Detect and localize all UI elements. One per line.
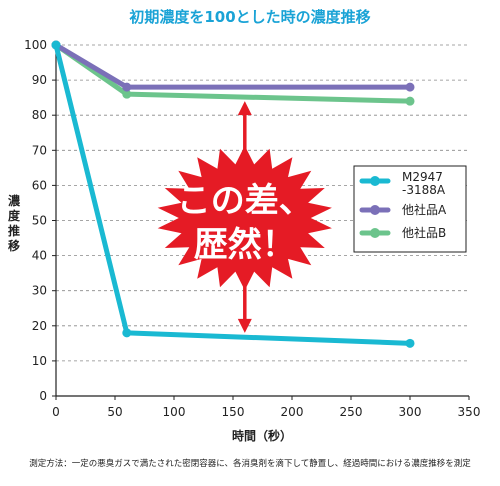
legend-marker-2 (370, 228, 380, 238)
legend: M2947 -3188A 他社品A 他社品B (353, 165, 467, 253)
x-tick-label-0: 0 (52, 405, 60, 419)
x-tick-label-100: 100 (163, 405, 186, 419)
legend-marker-0 (370, 176, 380, 186)
legend-label-0: M2947 -3188A (402, 170, 446, 197)
x-tick-label-350: 350 (458, 405, 481, 419)
y-tick-label-60: 60 (32, 178, 47, 192)
x-axis-title: 時間（秒） (232, 428, 292, 443)
series-1-point-2 (405, 82, 415, 92)
y-axis-title: 濃度推移 (8, 193, 21, 253)
x-tick-label-200: 200 (281, 405, 304, 419)
burst-text-line-0: この差、 (177, 181, 313, 221)
series-2-point-1 (122, 89, 132, 99)
y-tick-label-50: 50 (32, 214, 47, 228)
y-tick-label-90: 90 (32, 73, 47, 87)
y-tick-labels: 0 10 20 30 40 50 60 70 80 90 100 (24, 38, 47, 403)
chart-title: 初期濃度を100とした時の濃度推移 (129, 8, 370, 26)
x-tick-label-150: 150 (222, 405, 245, 419)
arrow-head-down (237, 318, 252, 333)
series-line-2 (53, 42, 413, 104)
series-1-point-1 (122, 82, 132, 92)
series-0-point-0 (51, 40, 61, 50)
y-tick-label-30: 30 (32, 284, 47, 298)
legend-marker-1 (370, 205, 380, 215)
series-0-point-2 (405, 338, 415, 348)
burst-text-line-1: 歴然！ (194, 225, 296, 265)
x-tick-label-300: 300 (399, 405, 422, 419)
difference-annotation: この差、歴然！ (157, 101, 332, 333)
y-tick-label-20: 20 (32, 319, 47, 333)
arrow-head-up (237, 101, 252, 116)
y-tick-label-70: 70 (32, 143, 47, 157)
series-2-point-2 (405, 96, 415, 106)
x-tick-label-50: 50 (107, 405, 122, 419)
legend-label-1: 他社品A (402, 202, 447, 217)
x-tick-label-250: 250 (340, 405, 363, 419)
y-tick-label-100: 100 (24, 38, 47, 52)
starburst-shape (157, 145, 332, 291)
series-lines (51, 40, 415, 348)
y-tick-label-0: 0 (39, 389, 47, 403)
y-tick-label-10: 10 (32, 354, 47, 368)
y-tick-label-80: 80 (32, 108, 47, 122)
footnote: 測定方法：一定の悪臭ガスで満たされた密閉容器に、各消臭剤を滴下して静置し、経過時… (29, 458, 471, 469)
x-tick-labels: 0 50 100 150 200 250 300 350 (52, 405, 480, 419)
y-tick-label-40: 40 (32, 249, 47, 263)
series-0-point-1 (122, 328, 132, 338)
legend-label-2: 他社品B (402, 225, 446, 240)
